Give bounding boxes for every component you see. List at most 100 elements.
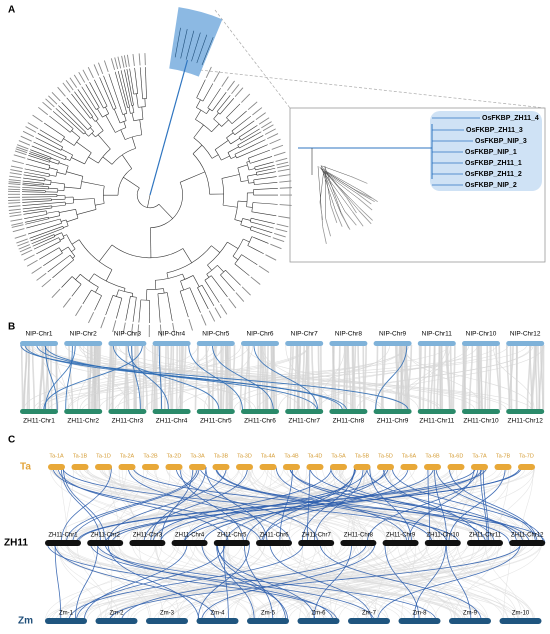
chromosome — [196, 618, 239, 624]
branch-arc — [125, 134, 142, 140]
collinear-link — [49, 466, 139, 544]
leaf-label-mark — [352, 211, 364, 227]
leaf-label-mark — [75, 305, 83, 317]
chromosome — [449, 618, 491, 624]
collinear-link — [133, 344, 136, 411]
zoom-leaf — [324, 165, 327, 219]
chromosome — [48, 464, 65, 470]
branch-arc — [136, 187, 160, 209]
chromosome-label: NIP-Chr3 — [114, 331, 141, 338]
leaf-label-mark — [279, 187, 292, 189]
branch-arc — [193, 137, 213, 159]
branch — [91, 132, 96, 138]
branch — [71, 93, 91, 119]
fkbp-link — [68, 542, 304, 622]
branch-arc — [249, 218, 252, 222]
branch — [116, 289, 119, 297]
branch — [43, 122, 65, 138]
fkbp-link — [319, 542, 482, 622]
leaf-label-mark — [38, 106, 49, 116]
fkbp-link — [44, 344, 58, 411]
branch — [234, 120, 255, 135]
branch-arc — [95, 107, 100, 110]
fkbp-link — [75, 542, 226, 622]
fkbp-link — [480, 466, 488, 544]
collinear-link — [400, 344, 533, 411]
collinear-link — [157, 542, 406, 622]
branch — [247, 245, 264, 255]
branch — [73, 198, 95, 201]
branch — [255, 165, 275, 171]
leaf-label-mark — [51, 288, 61, 298]
branch — [256, 167, 276, 173]
branch — [157, 293, 161, 323]
branch — [105, 295, 114, 316]
leaf-label-mark — [48, 95, 58, 105]
collinear-link — [272, 542, 542, 622]
branch — [256, 171, 276, 176]
collinear-link — [468, 344, 474, 411]
branch — [246, 206, 253, 208]
branch — [253, 176, 277, 181]
branch-arc — [55, 169, 58, 177]
leaf-label-mark — [264, 128, 276, 135]
branch — [95, 120, 104, 131]
collinear-link — [136, 344, 143, 411]
chromosome — [417, 341, 456, 346]
chromosome-label: Ta-5D — [378, 453, 393, 459]
collinear-link — [58, 542, 157, 622]
branch-arc — [118, 289, 133, 294]
branch — [253, 188, 278, 190]
branch-arc — [64, 156, 67, 160]
fkbp-link — [72, 466, 200, 544]
fkbp-link — [427, 466, 431, 544]
chromosome — [306, 464, 324, 470]
fkbp-link — [24, 344, 347, 411]
collinear-link — [121, 466, 138, 544]
collinear-link — [317, 542, 373, 622]
branch — [234, 263, 250, 276]
collinear-link — [83, 344, 513, 411]
branch — [240, 180, 249, 182]
collinear-link — [478, 344, 484, 411]
chromosome — [330, 464, 347, 470]
branch — [166, 292, 173, 322]
branch-arc — [69, 128, 74, 133]
leaf-label-mark — [69, 77, 78, 88]
collinear-link — [224, 344, 231, 411]
chromosome-label: NIP-Chr12 — [510, 331, 541, 338]
collinear-link — [114, 344, 509, 411]
branch-arc — [180, 287, 190, 292]
collinear-link — [427, 344, 431, 411]
branch-arc — [45, 210, 48, 215]
branch — [189, 287, 201, 313]
branch-arc — [146, 288, 164, 290]
branch — [77, 89, 99, 120]
chromosome-label: Ta-1A — [49, 453, 64, 459]
leaf-label-mark — [205, 66, 212, 78]
branch-arc — [206, 265, 218, 275]
fkbp-link — [43, 344, 143, 411]
fkbp-link — [65, 466, 198, 544]
branch — [117, 70, 128, 108]
clade-wedge — [169, 7, 223, 77]
branch — [131, 112, 135, 121]
fkbp-link — [107, 542, 200, 622]
leaf-label-mark — [25, 126, 37, 133]
branch — [49, 161, 59, 165]
branch — [123, 114, 127, 121]
branch — [23, 174, 46, 179]
branch — [123, 177, 140, 189]
chromosome-label: ZH11-Chr11 — [469, 533, 502, 539]
leaf-label-mark — [250, 276, 261, 285]
chromosome-label: ZH11-Chr12 — [511, 533, 544, 539]
fkbp-link — [243, 542, 274, 622]
chromosome — [108, 341, 147, 346]
chromosome — [241, 409, 279, 414]
leaf-label-mark — [241, 93, 251, 103]
branch — [52, 259, 74, 279]
collinear-link — [155, 542, 205, 622]
branch — [234, 219, 242, 222]
branch-arc — [61, 232, 65, 239]
branch — [85, 84, 100, 108]
